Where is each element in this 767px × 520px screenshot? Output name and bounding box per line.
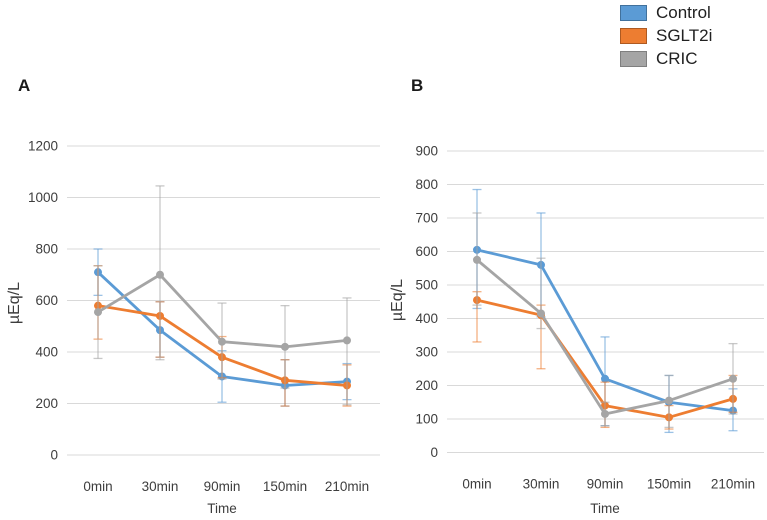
x-axis-title-a: Time: [207, 501, 237, 516]
y-tick-label: 400: [35, 345, 58, 360]
x-tick-label: 30min: [142, 479, 179, 494]
y-tick-label: 900: [415, 144, 438, 159]
y-tick-label: 1000: [28, 190, 58, 205]
series-cric: [472, 212, 738, 429]
data-point-marker: [156, 270, 164, 279]
x-tick-label: 0min: [462, 477, 491, 492]
legend-item-control: Control: [620, 1, 712, 24]
data-point-marker: [218, 337, 226, 346]
y-tick-label: 100: [415, 412, 438, 427]
y-tick-label: 800: [35, 242, 58, 257]
y-tick-label: 400: [415, 311, 438, 326]
y-tick-label: 0: [430, 445, 438, 460]
data-point-marker: [281, 342, 289, 351]
sglt2i-swatch-icon: [620, 27, 647, 44]
x-tick-label: 0min: [83, 479, 112, 494]
x-tick-label: 210min: [325, 479, 369, 494]
data-point-marker: [473, 255, 481, 264]
series-cric: [93, 185, 352, 406]
data-point-marker: [601, 374, 609, 383]
data-point-marker: [601, 409, 609, 418]
data-point-marker: [94, 308, 102, 317]
data-point-marker: [665, 396, 673, 405]
y-tick-label: 600: [35, 293, 58, 308]
legend-item-cric: CRIC: [620, 47, 712, 70]
legend-item-sglt2i: SGLT2i: [620, 24, 712, 47]
panel-label-a: A: [18, 76, 31, 95]
y-tick-label: 800: [415, 177, 438, 192]
y-tick-label: 0: [50, 448, 58, 463]
y-tick-label: 200: [415, 378, 438, 393]
data-point-marker: [343, 336, 351, 345]
control-swatch-icon: [620, 4, 647, 21]
panel-label-b: B: [411, 76, 424, 95]
x-tick-label: 150min: [647, 477, 691, 492]
y-tick-label: 300: [415, 345, 438, 360]
x-tick-label: 150min: [263, 479, 307, 494]
data-point-marker: [537, 309, 545, 318]
x-tick-label: 90min: [587, 477, 624, 492]
x-tick-label: 210min: [711, 477, 755, 492]
y-axis-title-b: µEq/L: [389, 278, 406, 322]
y-axis-title-a: µEq/L: [6, 281, 23, 325]
legend: Control SGLT2i CRIC: [620, 1, 712, 70]
legend-label: Control: [656, 2, 711, 22]
y-tick-label: 200: [35, 396, 58, 411]
x-tick-label: 30min: [523, 477, 560, 492]
y-tick-label: 600: [415, 244, 438, 259]
cric-swatch-icon: [620, 50, 647, 67]
legend-label: CRIC: [656, 48, 698, 68]
x-tick-label: 90min: [204, 479, 241, 494]
legend-label: SGLT2i: [656, 25, 713, 45]
y-tick-label: 700: [415, 211, 438, 226]
x-axis-title-b: Time: [590, 501, 620, 516]
y-tick-label: 500: [415, 278, 438, 293]
data-point-marker: [729, 374, 737, 383]
y-tick-label: 1200: [28, 139, 58, 154]
